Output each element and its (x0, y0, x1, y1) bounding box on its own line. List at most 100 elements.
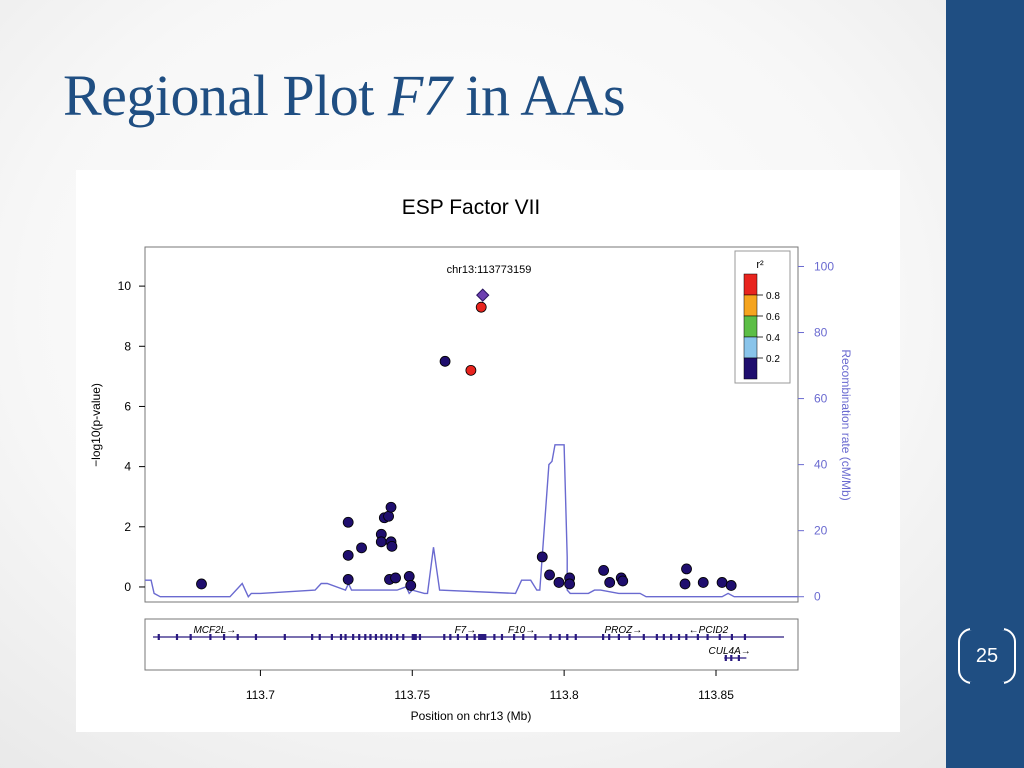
exon-mark (318, 634, 321, 640)
exon-mark (574, 634, 577, 640)
y-axis-left: 0 2 4 6 8 10 (118, 279, 145, 594)
y-tick-label: 10 (118, 279, 132, 293)
exon-mark (513, 634, 516, 640)
snp-point (405, 580, 417, 591)
legend-label: 0.2 (766, 354, 780, 365)
exon-mark (385, 634, 388, 640)
exon-mark (706, 634, 709, 640)
exon-mark (449, 634, 452, 640)
gene-track: MCF2L→ F7→ F10→ PROZ→ ←PCID2 CUL4A→ (153, 625, 784, 661)
exon-mark (737, 655, 740, 661)
snp-point (375, 536, 387, 548)
exon-mark (549, 634, 552, 640)
y-axis-label: −log10(p-value) (89, 383, 103, 467)
snp-point (475, 301, 487, 313)
lead-snp-point (476, 288, 490, 302)
x-tick-label: 113.7 (246, 688, 275, 702)
legend-label: 0.8 (766, 291, 780, 302)
exon-mark (696, 634, 699, 640)
gene-label: F10→ (508, 625, 535, 636)
exon-mark (493, 634, 496, 640)
exon-mark (236, 634, 239, 640)
snp-point (679, 578, 691, 590)
snp-point (681, 563, 692, 575)
snp-point (725, 580, 737, 591)
exon-mark (743, 634, 747, 640)
legend-swatch (743, 273, 758, 296)
gene-label: F7→ (455, 625, 477, 636)
legend-swatch (743, 294, 758, 317)
gene-label: ←PCID2 (689, 625, 729, 636)
snp-point (465, 364, 477, 376)
exon-mark (364, 634, 367, 640)
exon-block (411, 634, 417, 640)
y2-axis-label: Recombination rate (cM/Mb) (839, 349, 853, 500)
snp-point (383, 510, 394, 522)
snp-point (697, 577, 709, 588)
recombination-layer (145, 444, 798, 598)
y-tick-label: 0 (124, 580, 131, 594)
exon-mark (730, 634, 733, 640)
snp-point (604, 577, 616, 588)
exon-mark (642, 634, 645, 640)
legend-label: 0.4 (766, 333, 780, 344)
exon-mark (677, 634, 681, 640)
snp-point (544, 569, 555, 581)
y-tick-label: 4 (124, 460, 131, 474)
title-post: in AAs (465, 63, 626, 128)
recombination-line (145, 444, 798, 598)
exon-mark (369, 634, 372, 640)
r2-legend: r² 0.8 0.6 0.4 0.2 (734, 250, 791, 384)
exon-mark (175, 634, 179, 640)
snp-point (598, 565, 610, 576)
snp-point (553, 577, 565, 588)
exon-mark (456, 634, 460, 640)
x-axis: 113.7 113.75 113.8 113.85 (246, 670, 734, 702)
x-tick-label: 113.8 (550, 688, 579, 702)
exon-mark (222, 634, 226, 640)
title-gene-italic: F7 (387, 63, 452, 128)
exon-mark (670, 634, 673, 640)
exon-mark (358, 634, 361, 640)
gene-track-frame (144, 618, 799, 671)
snp-point (342, 516, 354, 528)
exon-mark (662, 634, 665, 640)
x-tick-label: 113.75 (394, 688, 430, 702)
exon-mark (473, 634, 476, 640)
exon-mark (189, 634, 192, 640)
gene-label: PROZ→ (604, 625, 642, 636)
snp-point (385, 501, 397, 513)
x-tick-label: 113.85 (698, 688, 734, 702)
snp-point (342, 549, 354, 561)
snp-point (386, 540, 398, 552)
exon-block (478, 634, 486, 640)
y2-tick-label: 80 (814, 326, 828, 340)
chart-title: ESP Factor VII (402, 196, 541, 219)
exon-mark (254, 634, 258, 640)
snp-point (342, 574, 354, 585)
gene-label: MCF2L→ (193, 625, 236, 636)
snp-point (617, 575, 629, 587)
snp-point (356, 542, 367, 554)
y-tick-label: 6 (124, 399, 131, 413)
y-tick-label: 2 (124, 520, 131, 534)
exon-mark (283, 634, 286, 640)
exon-mark (352, 634, 355, 640)
exon-mark (685, 634, 688, 640)
exon-mark (628, 634, 631, 640)
legend-label: 0.6 (766, 312, 780, 323)
exon-mark (558, 634, 561, 640)
y-tick-label: 8 (124, 339, 131, 353)
legend-swatch (743, 315, 758, 338)
snp-point (716, 577, 728, 588)
exon-mark (608, 634, 611, 640)
exon-mark (402, 634, 405, 640)
snp-point (564, 578, 576, 590)
exon-mark (724, 655, 727, 661)
exon-mark (534, 634, 537, 640)
snp-point (536, 551, 548, 563)
y2-tick-label: 0 (814, 590, 821, 604)
exon-mark (500, 634, 504, 640)
x-axis-label: Position on chr13 (Mb) (411, 709, 532, 723)
exon-mark (390, 634, 393, 640)
